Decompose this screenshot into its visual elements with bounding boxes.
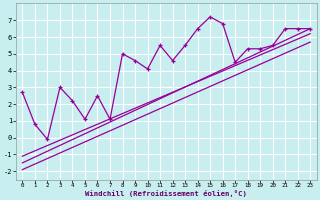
X-axis label: Windchill (Refroidissement éolien,°C): Windchill (Refroidissement éolien,°C) [85,190,247,197]
